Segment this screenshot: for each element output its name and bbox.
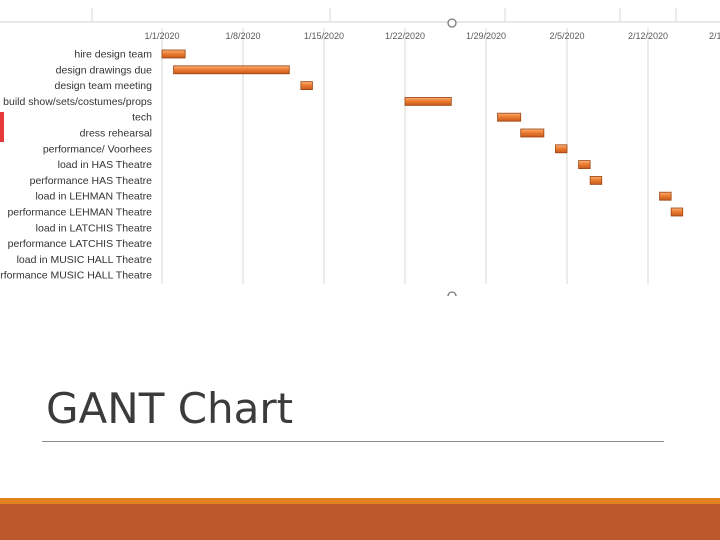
task-label: design team meeting: [55, 80, 153, 92]
task-label: load in HAS Theatre: [58, 159, 153, 171]
task-label: performance LATCHIS Theatre: [8, 238, 152, 250]
task-bar: [659, 191, 672, 201]
left-edge-marker: [0, 112, 4, 142]
task-bar: [589, 175, 603, 185]
task-bar: [173, 65, 290, 75]
x-tick-label: 1/29/2020: [466, 31, 506, 41]
task-label: tech: [132, 112, 152, 124]
task-label: build show/sets/costumes/props: [3, 96, 152, 108]
task-bar: [670, 207, 684, 217]
task-bar: [578, 160, 591, 170]
x-tick-label: 2/12/2020: [628, 31, 668, 41]
task-bar: [300, 81, 313, 90]
x-tick-label: 1/15/2020: [304, 31, 344, 41]
task-bar: [497, 112, 522, 122]
resize-handle-top: [447, 18, 457, 28]
task-label: design drawings due: [56, 64, 152, 76]
footer-bar: [0, 504, 720, 540]
task-label: hire design team: [74, 49, 152, 61]
task-bar: [161, 49, 186, 59]
task-label: performance MUSIC HALL Theatre: [0, 270, 152, 282]
task-label: dress rehearsal: [80, 128, 152, 140]
task-label: load in LATCHIS Theatre: [36, 222, 152, 234]
task-label: performance/ Voorhees: [43, 143, 152, 155]
task-label: performance HAS Theatre: [30, 175, 153, 187]
footer-accent-stripe: [0, 498, 720, 504]
gantt-chart: 1/1/2020 1/8/2020 1/15/2020 1/22/2020 1/29/2…: [0, 8, 720, 297]
x-tick-label: 2/19/2020: [709, 31, 720, 41]
task-bar: [520, 128, 545, 138]
x-tick-label: 2/5/2020: [549, 31, 584, 41]
task-label: performance LEHMAN Theatre: [7, 207, 152, 219]
title-divider: [42, 441, 664, 442]
slide-title: GANT Chart: [46, 384, 294, 433]
task-label: load in MUSIC HALL Theatre: [17, 254, 153, 266]
task-label: load in LEHMAN Theatre: [35, 191, 152, 203]
x-tick-label: 1/8/2020: [225, 31, 260, 41]
x-tick-label: 1/22/2020: [385, 31, 425, 41]
task-bar: [555, 144, 568, 154]
resize-handle-bottom: [447, 291, 457, 297]
x-tick-label: 1/1/2020: [144, 31, 179, 41]
task-bar: [404, 97, 452, 106]
